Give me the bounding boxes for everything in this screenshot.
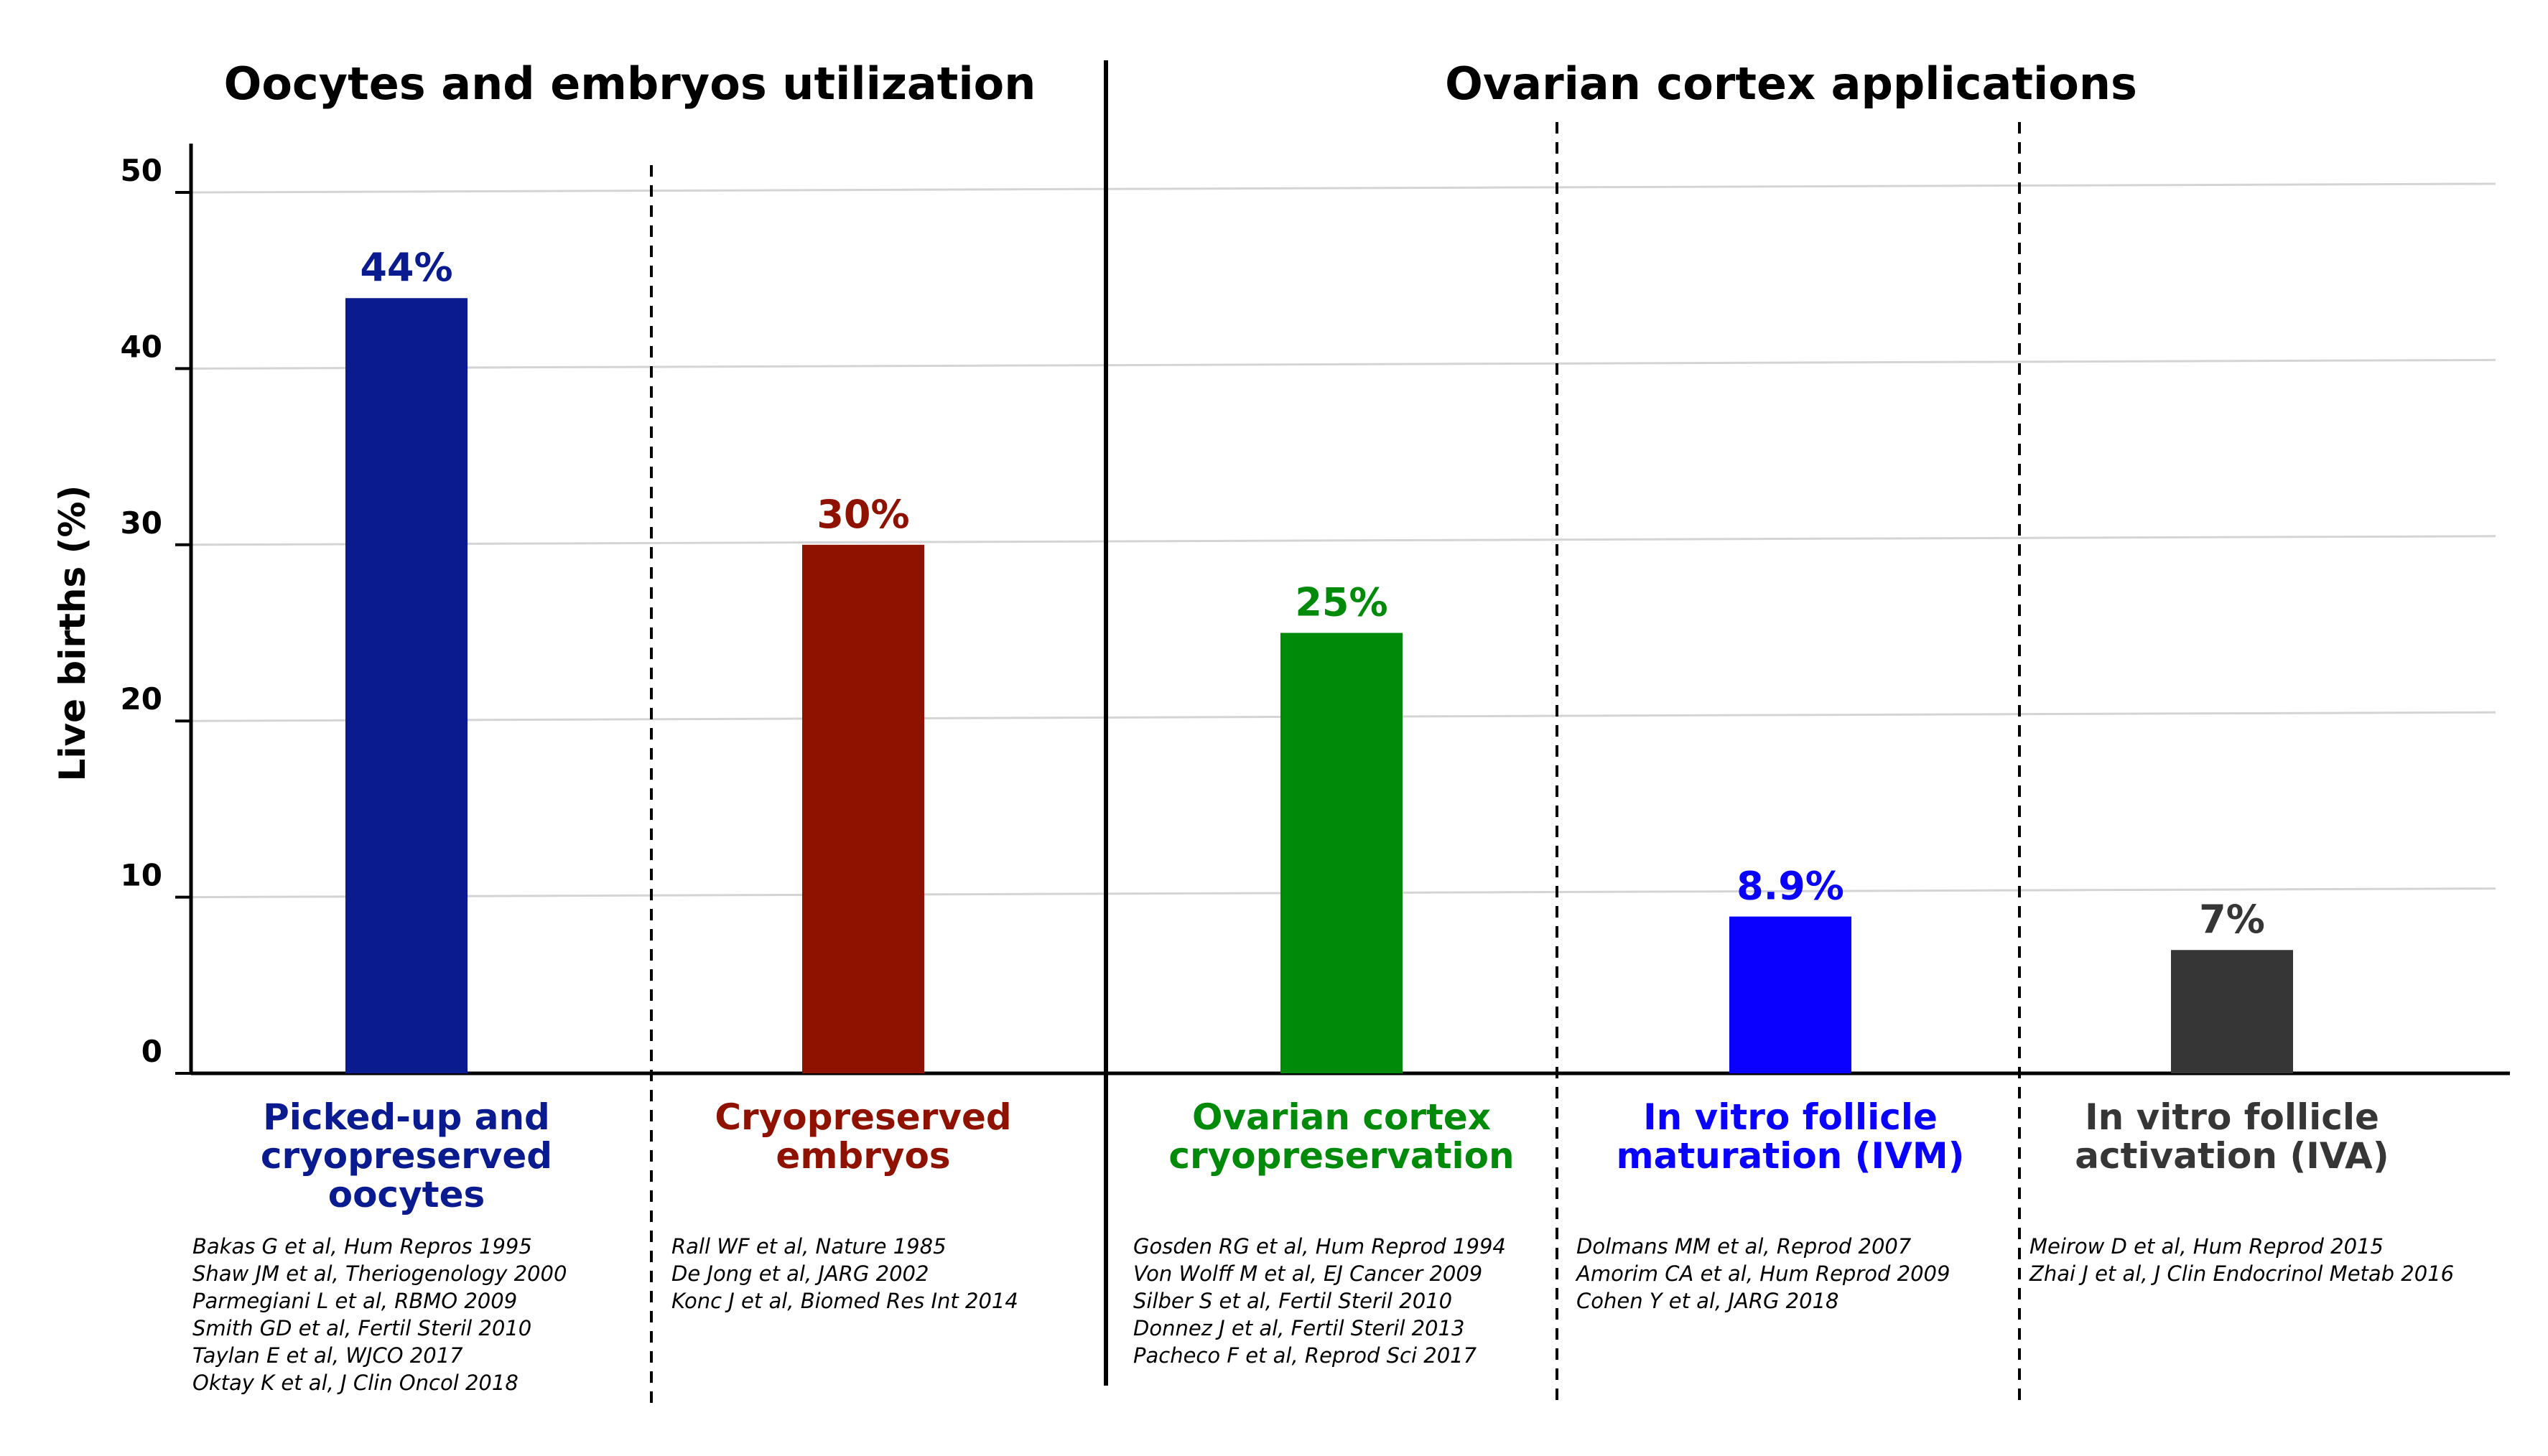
value-label: 30% (817, 492, 909, 537)
reference-text: Dolmans MM et al, Reprod 2007 (1576, 1234, 1912, 1259)
category-label: cryopreservation (1168, 1135, 1514, 1177)
y-tick-label: 10 (121, 858, 162, 893)
category-label: Cryopreserved (715, 1096, 1011, 1138)
category-label: oocytes (328, 1174, 485, 1215)
value-label: 7% (2199, 897, 2265, 942)
y-tick-label: 30 (121, 505, 162, 541)
reference-text: Taylan E et al, WJCO 2017 (192, 1343, 463, 1368)
panel-title: Oocytes and embryos utilization (224, 57, 1036, 110)
y-tick-label: 50 (121, 153, 162, 188)
category-label: cryopreserved (261, 1135, 552, 1177)
reference-text: De Jong et al, JARG 2002 (671, 1261, 929, 1286)
bar (345, 298, 468, 1073)
reference-text: Cohen Y et al, JARG 2018 (1576, 1289, 1838, 1313)
reference-text: Gosden RG et al, Hum Reprod 1994 (1133, 1234, 1506, 1259)
gridline (190, 358, 2496, 370)
bar (802, 544, 924, 1073)
bar (1280, 633, 1403, 1073)
reference-text: Zhai J et al, J Clin Endocrinol Metab 20… (2029, 1261, 2454, 1286)
reference-text: Von Wolff M et al, EJ Cancer 2009 (1133, 1261, 1482, 1286)
reference-text: Konc J et al, Biomed Res Int 2014 (671, 1289, 1018, 1313)
gridlines (190, 182, 2496, 899)
category-label: Ovarian cortex (1192, 1096, 1491, 1138)
value-label: 8.9% (1736, 864, 1844, 909)
category-label: embryos (776, 1135, 950, 1177)
reference-text: Smith GD et al, Fertil Steril 2010 (192, 1316, 531, 1340)
y-tick-label: 40 (121, 329, 162, 364)
reference-text: Parmegiani L et al, RBMO 2009 (192, 1289, 517, 1313)
value-label: 44% (360, 245, 452, 290)
y-tick-label: 20 (121, 681, 162, 717)
bars (345, 298, 2293, 1073)
gridline (190, 182, 2496, 194)
bar (2171, 950, 2293, 1073)
gridline (190, 535, 2496, 546)
reference-text: Rall WF et al, Nature 1985 (671, 1234, 947, 1259)
panel-dividers (650, 60, 2021, 1407)
value-label: 25% (1295, 580, 1387, 625)
bar (1729, 916, 1851, 1073)
category-label: In vitro follicle (2085, 1096, 2379, 1138)
reference-text: Pacheco F et al, Reprod Sci 2017 (1133, 1343, 1477, 1368)
reference-text: Amorim CA et al, Hum Reprod 2009 (1575, 1261, 1950, 1286)
reference-text: Silber S et al, Fertil Steril 2010 (1133, 1289, 1452, 1313)
reference-text: Donnez J et al, Fertil Steril 2013 (1133, 1316, 1464, 1340)
category-label: maturation (IVM) (1617, 1135, 1965, 1177)
category-label: activation (IVA) (2075, 1135, 2389, 1177)
labels: Oocytes and embryos utilization Ovarian c… (192, 57, 2454, 1395)
category-label: In vitro follicle (1643, 1096, 1938, 1138)
reference-text: Oktay K et al, J Clin Oncol 2018 (192, 1371, 519, 1395)
y-axis-label: Live births (%) (52, 485, 93, 782)
reference-text: Meirow D et al, Hum Reprod 2015 (2029, 1234, 2384, 1259)
category-label: Picked-up and (263, 1096, 550, 1138)
y-tick-label: 0 (141, 1034, 162, 1069)
axes: 0 10 20 30 40 50 Live births (%) (52, 144, 2510, 1075)
reference-text: Shaw JM et al, Theriogenology 2000 (192, 1261, 567, 1286)
reference-text: Bakas G et al, Hum Repros 1995 (192, 1234, 532, 1259)
panel-title: Ovarian cortex applications (1445, 57, 2137, 110)
